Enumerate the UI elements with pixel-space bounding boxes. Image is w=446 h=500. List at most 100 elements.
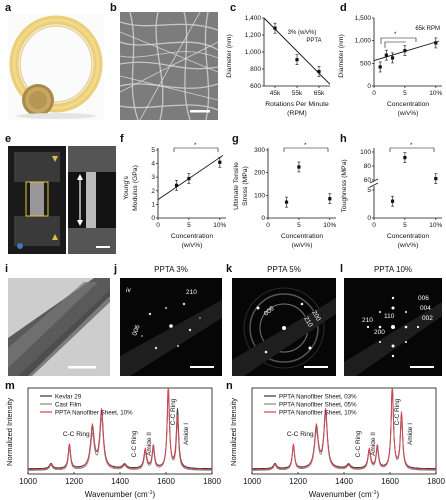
chart-h-xlabel-2: (w/v%) — [398, 242, 419, 249]
c-xtick-label: 55k — [292, 90, 303, 97]
panel-c-label: c — [230, 2, 237, 14]
f-xtick-label: 0 — [156, 222, 160, 229]
chart-g-star: * — [304, 143, 307, 149]
chart-f: Young's Modulus (GPa) 5 4 3 2 1 0 0 5 10% * Con… — [123, 143, 227, 249]
h-ytick-label: 100 — [360, 149, 371, 156]
chart-d-star: * — [394, 32, 397, 38]
c-xtick-label: 45k — [270, 90, 281, 97]
chart-d-xlabel-2: (w/v%) — [398, 110, 419, 117]
m-peak-annotation: C-C Ring — [170, 398, 177, 425]
h-point — [434, 177, 438, 181]
h-ytick-label: 60 — [364, 177, 372, 184]
chart-g-xlabel-2: (w/v%) — [292, 242, 313, 249]
chart-n-xlabel: Wavenumber (cm-1) — [309, 490, 380, 499]
chart-h-axis-break — [369, 178, 379, 184]
d-ytick-label: 0 — [367, 83, 371, 90]
chart-m: Normalized Intensity 1000 1200 1400 1600 180… — [5, 387, 221, 499]
c-xtick-label: 65k — [314, 90, 325, 97]
m-peak-annotation: C-C Ring — [131, 430, 138, 457]
chart-g-xlabel-1: Concentration — [281, 233, 324, 240]
saed-l-label-6: 002 — [422, 315, 433, 322]
panel-a-label: a — [5, 2, 12, 14]
g-point — [284, 200, 289, 204]
d-xtick-label: 5 — [403, 90, 407, 97]
n-peak-annotation: C-C Ring — [394, 398, 401, 425]
c-point — [295, 58, 299, 62]
chart-h-ylabel: Toughness (MPa) — [341, 159, 348, 212]
c-ytick-label: 1,000 — [245, 49, 262, 56]
chart-g-ylabel-1: Ultimate Tensile — [233, 162, 240, 210]
c-ytick-label: 800 — [250, 66, 261, 73]
f-xtick-label: 5 — [187, 222, 191, 229]
n-legend-label: PPTA Nanofiber Sheet, 10% — [279, 410, 357, 417]
tensile-zoom-photo — [68, 146, 116, 254]
saed-l-label-5: 004 — [420, 305, 431, 312]
c-ytick-label: 1,400 — [245, 15, 262, 22]
chart-c-ylabel: Diameter (nm) — [226, 34, 233, 77]
panel-k-label: k — [226, 263, 233, 275]
saed-l-label-2: 200 — [374, 329, 385, 336]
d-point — [403, 49, 407, 53]
d-point — [390, 56, 395, 60]
chart-n-ylabel: Normalized Intensity — [229, 398, 238, 466]
n-peak-annotation: Amide I — [407, 423, 414, 445]
h-xtick-label: 10% — [429, 222, 442, 229]
g-xtick-label: 5 — [297, 222, 301, 229]
fiber-ring-photo — [8, 14, 104, 120]
f-point — [187, 176, 191, 181]
f-ytick-label: 2 — [151, 188, 155, 195]
c-ytick-label: 600 — [250, 83, 261, 90]
m-legend-label: Cast Film — [55, 402, 81, 409]
saed-l-label-1: 210 — [362, 317, 373, 324]
saed-pattern-j: iv 006 210 — [120, 278, 222, 376]
panel-f-label: f — [120, 133, 124, 145]
d-point — [384, 53, 388, 57]
panel-h-label: h — [340, 133, 347, 145]
d-point — [378, 65, 382, 69]
g-point — [297, 165, 301, 169]
tem-fiber-image — [8, 278, 110, 376]
m-xtick-label: 1000 — [19, 477, 37, 486]
saed-k-label-3: 200 — [310, 310, 322, 323]
g-ytick-label: 200 — [254, 170, 265, 177]
f-ytick-label: 4 — [151, 161, 155, 168]
n-legend-label: PPTA Nanofiber Sheet, 05% — [279, 402, 357, 409]
d-ytick-label: 1,000 — [355, 38, 372, 45]
m-peak-annotation: Amide II — [146, 432, 153, 456]
saed-j-title: PPTA 3% — [154, 265, 188, 274]
saed-j-roman: iv — [126, 287, 131, 294]
d-xtick-label: 10% — [429, 90, 442, 97]
f-ytick-label: 0 — [151, 215, 155, 222]
chart-g-significance-bracket — [283, 147, 329, 152]
chart-d: Diameter (nm) 1,500 1,000 500 0 0 5 10% * 65k… — [338, 15, 443, 117]
g-ytick-label: 100 — [254, 192, 265, 199]
chart-h-significance-bracket — [389, 147, 435, 152]
n-xtick-label: 1400 — [335, 477, 353, 486]
n-peak-annotation: C-C Ring — [287, 431, 314, 438]
d-ytick-label: 1,500 — [355, 15, 372, 22]
g-xtick-label: 10% — [323, 222, 336, 229]
n-xtick-label: 1200 — [289, 477, 307, 486]
m-xtick-label: 1800 — [203, 477, 221, 486]
c-point — [317, 69, 321, 74]
m-series-line — [28, 387, 212, 470]
m-peak-annotation: C-C Ring — [63, 431, 90, 438]
saed-pattern-l: 210 200 110 006 004 002 — [344, 278, 442, 376]
m-series-line — [28, 389, 212, 471]
h-ytick-label: 0 — [367, 215, 371, 222]
panel-g-label: g — [232, 133, 239, 145]
h-ytick-label: 5 — [367, 187, 371, 194]
chart-f-significance-bracket — [173, 147, 219, 152]
chart-m-xlabel: Wavenumber (cm-1) — [85, 490, 156, 499]
chart-h-star: * — [410, 143, 413, 149]
h-ytick-label: 80 — [364, 163, 372, 170]
n-xtick-label: 1600 — [381, 477, 399, 486]
chart-g-ylabel-2: Stress (MPa) — [242, 166, 249, 206]
saed-j-label-1: 006 — [131, 324, 141, 337]
panel-l-label: l — [340, 263, 344, 275]
m-peak-annotation: Amide I — [183, 423, 190, 445]
panel-b-label: b — [110, 2, 117, 14]
panel-d-label: d — [340, 2, 347, 14]
saed-k-label-2: 210 — [302, 316, 314, 329]
chart-f-ylabel-2: Modulus (GPa) — [132, 165, 139, 211]
